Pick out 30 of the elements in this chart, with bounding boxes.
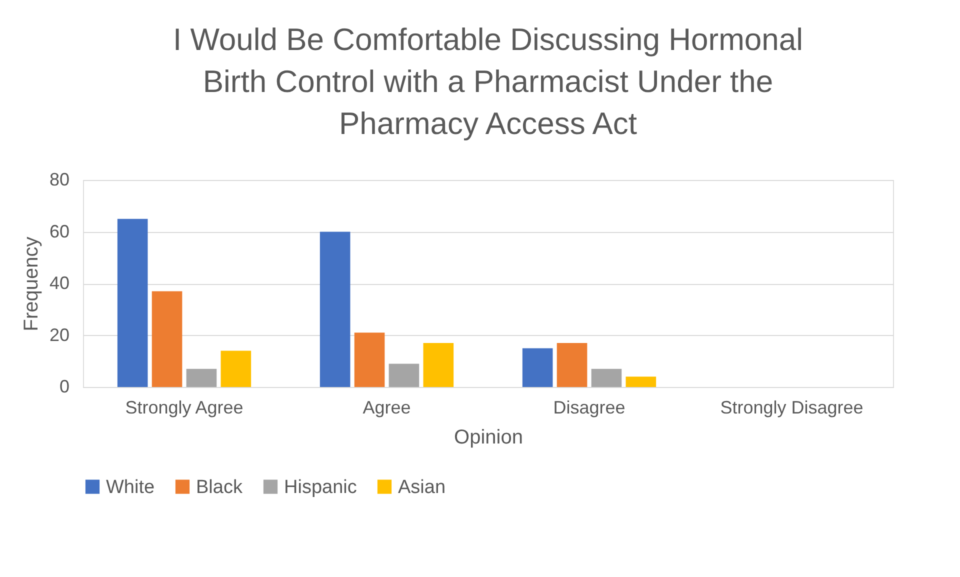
legend-label: Hispanic — [284, 476, 357, 498]
y-tick-label: 0 — [59, 376, 70, 396]
legend-label: Black — [196, 476, 243, 498]
bar — [117, 218, 148, 387]
y-tick-label: 40 — [49, 273, 70, 293]
bar — [220, 350, 252, 387]
bar — [626, 376, 656, 387]
text: Pharmacy Access Act — [338, 106, 638, 141]
bar — [354, 332, 385, 387]
bar — [186, 368, 217, 387]
x-axis-title: Opinion — [454, 426, 523, 448]
bar — [152, 291, 182, 387]
y-tick-label: 60 — [49, 221, 70, 242]
x-tick-label: Disagree — [553, 398, 626, 418]
x-tick-label: Strongly Agree — [125, 398, 244, 418]
bar — [522, 348, 553, 387]
legend-label: White — [106, 476, 155, 498]
bar — [423, 343, 454, 387]
bar — [388, 364, 420, 387]
legend-label: Asian — [398, 476, 446, 498]
text: I Would Be Comfortable Discussing Hormonal — [172, 22, 804, 57]
x-tick-label: Strongly Disagree — [720, 398, 864, 418]
y-tick-label: 20 — [49, 324, 70, 345]
y-axis-title: Frequency — [20, 236, 42, 332]
bar — [591, 368, 622, 387]
y-tick-label: 80 — [49, 170, 70, 190]
text: Birth Control with a Pharmacist Under the — [202, 64, 774, 99]
x-tick-label: Agree — [362, 398, 411, 418]
bar — [556, 343, 588, 387]
bar — [320, 232, 350, 387]
